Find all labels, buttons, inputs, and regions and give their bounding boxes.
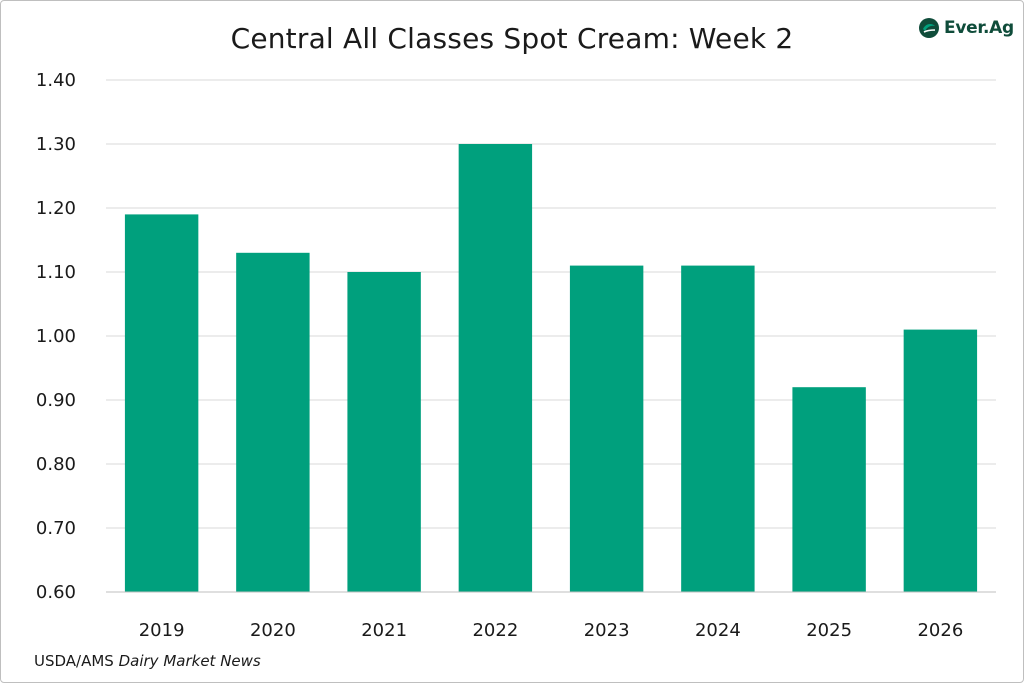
y-tick-label: 0.90 bbox=[36, 390, 76, 411]
x-tick-label: 2021 bbox=[361, 620, 407, 641]
brand-logo: Ever.Ag bbox=[918, 14, 1014, 42]
bar-2024 bbox=[681, 265, 755, 592]
bar-2022 bbox=[458, 144, 533, 592]
y-tick-label: 1.40 bbox=[36, 70, 76, 91]
bar-2019 bbox=[124, 214, 199, 592]
bars bbox=[124, 144, 978, 593]
x-tick-label: 2020 bbox=[250, 620, 296, 641]
source-publication: Dairy Market News bbox=[118, 652, 261, 670]
y-tick-label: 0.70 bbox=[36, 518, 76, 539]
y-tick-label: 1.20 bbox=[36, 198, 76, 219]
chart-title: Central All Classes Spot Cream: Week 2 bbox=[230, 22, 794, 55]
source-note: USDA/AMS Dairy Market News bbox=[34, 652, 261, 670]
source-prefix: USDA/AMS bbox=[34, 652, 114, 670]
x-tick-label: 2023 bbox=[584, 620, 630, 641]
y-tick-label: 1.30 bbox=[36, 134, 76, 155]
bar-2021 bbox=[347, 272, 421, 592]
bar-2023 bbox=[569, 265, 644, 592]
y-axis-ticks: 0.60 0.70 0.80 0.90 1.00 1.10 1.20 1.30 1.40 bbox=[36, 70, 76, 603]
x-tick-label: 2026 bbox=[917, 620, 963, 641]
y-tick-label: 0.60 bbox=[36, 582, 76, 603]
bar-2020 bbox=[236, 252, 310, 593]
brand-logo-text: Ever.Ag bbox=[944, 18, 1014, 38]
y-tick-label: 1.00 bbox=[36, 326, 76, 347]
x-tick-label: 2024 bbox=[695, 620, 741, 641]
ever-ag-leaf-icon bbox=[919, 18, 939, 38]
bar-2026 bbox=[903, 329, 978, 592]
x-axis-ticks: 2019 2020 2021 2022 2023 2024 2025 2026 bbox=[139, 620, 964, 641]
y-tick-label: 1.10 bbox=[36, 262, 76, 283]
x-tick-label: 2019 bbox=[139, 620, 185, 641]
x-tick-label: 2022 bbox=[472, 620, 518, 641]
x-tick-label: 2025 bbox=[806, 620, 852, 641]
y-tick-label: 0.80 bbox=[36, 454, 76, 475]
bar-2025 bbox=[792, 387, 866, 592]
